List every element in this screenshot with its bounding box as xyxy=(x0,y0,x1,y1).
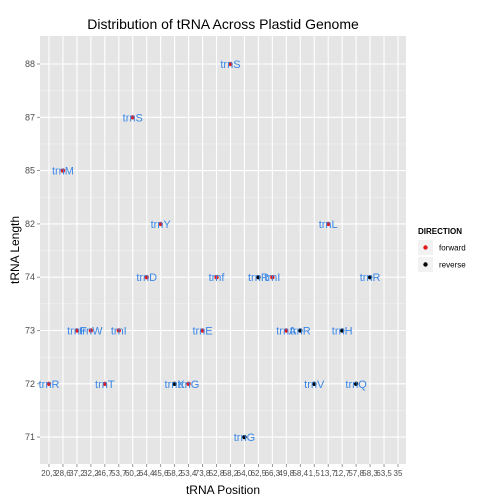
x-tick-label: 35 xyxy=(394,469,403,478)
y-tick-label: 72 xyxy=(25,379,35,389)
y-tick-label: 82 xyxy=(25,219,35,229)
data-point-label: trnf xyxy=(209,272,226,284)
data-point-label: trnL xyxy=(319,219,338,231)
data-point-forward xyxy=(46,381,52,386)
data-point-forward xyxy=(60,168,66,173)
chart-title: Distribution of tRNA Across Plastid Geno… xyxy=(87,16,359,32)
data-point-forward xyxy=(326,221,331,227)
data-point-label: trnA xyxy=(276,326,297,338)
data-point-label: trnI xyxy=(111,326,127,338)
y-tick-label: 87 xyxy=(25,112,35,122)
data-point-forward xyxy=(186,381,191,386)
data-point-reverse xyxy=(256,275,261,280)
x-tick-label: 66,3 xyxy=(265,469,281,478)
x-tick-label: 49,8 xyxy=(279,469,295,478)
data-point-forward xyxy=(74,328,80,333)
data-point-forward xyxy=(270,275,275,280)
data-point-label: trnG xyxy=(234,432,255,444)
x-tick-label: 37,2 xyxy=(69,469,85,478)
data-point-reverse xyxy=(367,275,373,280)
x-tick-label: 53,7 xyxy=(111,469,127,478)
x-tick-label: 52,8 xyxy=(209,469,225,478)
data-point-forward xyxy=(116,328,122,333)
data-point-label: trnR xyxy=(360,272,381,284)
x-tick-label: 28,6 xyxy=(55,469,71,478)
data-point-label: trnT xyxy=(95,379,115,391)
x-tick-label: 58,2 xyxy=(223,469,239,478)
data-point-label: trnH xyxy=(332,326,353,338)
data-point-forward xyxy=(284,328,289,333)
x-tick-label: 58,3 xyxy=(362,469,378,478)
data-point-forward xyxy=(144,275,149,280)
legend: DIRECTION forward reverse xyxy=(418,227,466,272)
x-tick-label: 13,7 xyxy=(320,469,336,478)
y-tick-label: 74 xyxy=(25,272,35,282)
data-point-label: trnS xyxy=(123,112,143,124)
x-axis: 20,328,637,232,246,753,760,264,445,658,2… xyxy=(41,464,403,478)
data-point-forward xyxy=(130,115,135,120)
data-point-reverse xyxy=(298,328,303,333)
data-point-label: trnM xyxy=(52,166,74,178)
data-point-label: trnK xyxy=(165,379,186,391)
data-point-forward xyxy=(200,328,205,333)
legend-title: DIRECTION xyxy=(418,227,462,236)
legend-reverse-marker xyxy=(423,262,428,267)
data-point-forward xyxy=(158,221,163,227)
data-point-label: trnR xyxy=(248,272,269,284)
x-tick-label: 58,4 xyxy=(292,469,308,478)
data-point-label: trnS xyxy=(220,59,240,71)
data-point-label: trnY xyxy=(151,219,172,231)
data-point-reverse xyxy=(312,381,317,386)
x-axis-title: tRNA Position xyxy=(186,483,260,497)
x-tick-label: 46,7 xyxy=(97,469,113,478)
x-tick-label: 12,7 xyxy=(334,469,350,478)
data-point-forward xyxy=(214,275,219,280)
y-axis-title: tRNA Length xyxy=(8,216,22,284)
x-tick-label: 64,0 xyxy=(237,469,253,478)
data-point-label: trnG xyxy=(178,379,199,391)
y-tick-label: 73 xyxy=(25,326,35,336)
x-tick-label: 45,6 xyxy=(153,469,169,478)
data-point-label: trnE xyxy=(192,326,212,338)
data-point-reverse xyxy=(339,328,345,333)
y-axis: 71 72 73 74 82 85 87 88 xyxy=(25,59,40,442)
x-tick-label: 58,2 xyxy=(167,469,183,478)
data-point-label: trnF xyxy=(67,326,87,338)
x-tick-label: 63,5 xyxy=(376,469,392,478)
data-point-reverse xyxy=(353,381,359,386)
legend-forward-marker xyxy=(423,245,428,250)
x-tick-label: 64,4 xyxy=(139,469,155,478)
x-tick-label: 60,2 xyxy=(125,469,141,478)
x-tick-label: 62,5 xyxy=(251,469,267,478)
data-point-reverse xyxy=(242,434,247,440)
x-tick-label: 20,3 xyxy=(41,469,57,478)
data-point-label: trnI xyxy=(264,272,280,284)
data-point-forward xyxy=(88,328,94,333)
y-tick-label: 88 xyxy=(25,59,35,69)
x-tick-label: 32,2 xyxy=(83,469,99,478)
x-tick-label: 73,8 xyxy=(195,469,211,478)
x-tick-label: 53,4 xyxy=(181,469,197,478)
data-point-label: trnQ xyxy=(345,379,367,391)
y-tick-label: 71 xyxy=(25,432,35,442)
x-tick-label: 57,8 xyxy=(348,469,364,478)
data-point-label: trnD xyxy=(136,272,157,284)
data-point-label: trnR xyxy=(39,379,60,391)
legend-label-forward: forward xyxy=(439,244,466,253)
data-point-forward xyxy=(228,61,233,67)
data-point-label: trnV xyxy=(304,379,325,391)
data-point-label: trnW xyxy=(79,326,103,338)
data-point-reverse xyxy=(172,381,177,386)
gridlines xyxy=(40,36,406,464)
plot-panel xyxy=(40,36,406,464)
legend-label-reverse: reverse xyxy=(439,261,466,270)
data-point-forward xyxy=(102,381,108,386)
y-tick-label: 85 xyxy=(25,166,35,176)
data-point-label: trnR xyxy=(290,326,311,338)
x-tick-label: 1,5 xyxy=(309,469,321,478)
